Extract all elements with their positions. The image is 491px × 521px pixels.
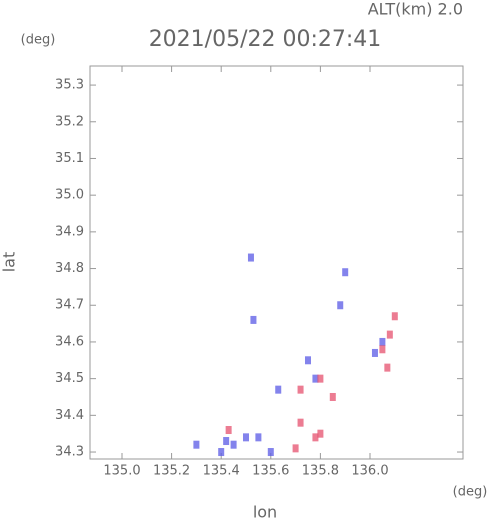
echo-point: [297, 418, 304, 427]
x-tick-label: 135.2: [153, 464, 190, 479]
echo-point: [317, 429, 324, 438]
y-tick-label: 34.5: [55, 371, 84, 386]
echo-point: [391, 312, 398, 321]
x-tick-label: 135.8: [302, 464, 339, 479]
y-tick-label: 34.7: [55, 298, 84, 313]
echo-point: [250, 315, 257, 324]
echo-point: [223, 437, 230, 446]
y-axis-label: lat: [0, 252, 19, 273]
y-tick-label: 34.8: [55, 261, 84, 276]
y-tick-label: 34.6: [55, 334, 84, 349]
echo-point: [247, 253, 254, 262]
y-tick-label: 35.2: [55, 114, 84, 129]
echo-point: [337, 301, 344, 310]
echo-point: [304, 356, 311, 365]
echo-point: [329, 392, 336, 401]
echo-point: [384, 363, 391, 372]
echo-point: [342, 268, 349, 277]
echo-point: [292, 444, 299, 453]
y-tick-label: 35.0: [55, 188, 84, 203]
x-tick-label: 135.6: [252, 464, 289, 479]
y-tick-label: 35.3: [55, 78, 84, 93]
echo-point: [255, 433, 262, 442]
echo-point: [297, 385, 304, 394]
echo-point: [193, 440, 200, 449]
echo-point: [386, 330, 393, 339]
x-tick-label: 135.0: [103, 464, 140, 479]
echo-point: [317, 374, 324, 383]
x-tick-label: 135.4: [203, 464, 240, 479]
echo-point: [371, 348, 378, 357]
y-tick-label: 34.4: [55, 408, 84, 423]
echo-point: [312, 433, 319, 442]
x-tick-label: 136.0: [351, 464, 388, 479]
y-tick-label: 35.1: [55, 151, 84, 166]
echo-point: [242, 433, 249, 442]
y-tick-label: 34.3: [55, 445, 84, 460]
subtitle: ALT(km) 2.0: [368, 0, 463, 19]
x-unit: (deg): [453, 485, 488, 500]
echo-point: [312, 374, 319, 383]
echo-point: [379, 345, 386, 354]
x-axis-label: lon: [253, 503, 277, 521]
plot-frame: [89, 65, 464, 460]
echo-point: [379, 337, 386, 346]
chart-title: 2021/05/22 00:27:41: [149, 27, 382, 52]
y-tick-label: 34.9: [55, 224, 84, 239]
echo-point: [275, 385, 282, 394]
y-unit: (deg): [21, 33, 56, 48]
echo-point: [225, 426, 232, 435]
echo-point: [230, 440, 237, 449]
echo-point: [218, 448, 225, 457]
echo-point: [267, 448, 274, 457]
